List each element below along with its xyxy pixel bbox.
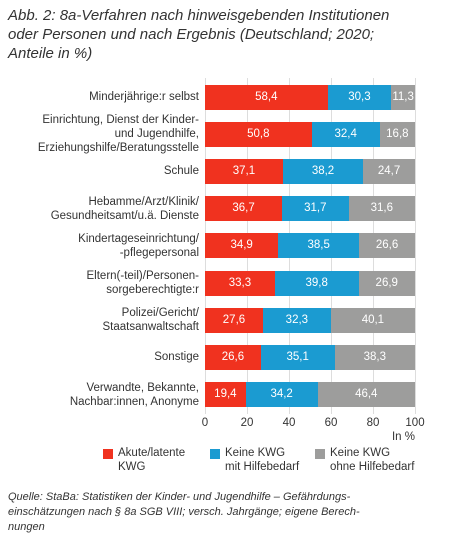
y-tick-label: Polizei/Gericht/ Staatsanwaltschaft [102, 307, 199, 334]
bar-segment [274, 270, 359, 296]
value-label: 50,8 [247, 127, 270, 140]
y-tick-label: Minderjährige:r selbst [89, 91, 199, 103]
value-label: 35,1 [286, 350, 309, 363]
bar-segment [278, 233, 360, 259]
value-label: 38,2 [311, 164, 335, 177]
value-label: 39,8 [305, 276, 328, 289]
bar-segment [282, 196, 349, 222]
y-tick-label: Hebamme/Arzt/Klinik/ Gesundheitsamt/u.ä.… [50, 195, 199, 222]
bar-segment [245, 382, 318, 408]
value-label: 34,9 [230, 239, 253, 252]
bar-segment [262, 307, 331, 333]
bar-segment [205, 270, 275, 296]
value-label: 32,4 [334, 127, 357, 140]
bar-segment [327, 84, 392, 110]
bar-segment [205, 233, 279, 259]
y-tick-label: Sonstige [154, 351, 199, 364]
legend-swatch [210, 449, 220, 459]
y-tick-label: Eltern(-teil)/Personen- sorgeberechtigte… [86, 270, 199, 296]
value-label: 31,6 [370, 202, 393, 215]
value-label: 40,1 [361, 313, 385, 326]
bar-segment [334, 344, 415, 370]
bar-segment [348, 196, 415, 222]
value-label: 24,7 [377, 164, 401, 177]
value-label: 36,7 [232, 202, 255, 215]
bar-segment [359, 233, 415, 259]
bar-segment [311, 121, 380, 147]
value-label: 26,6 [221, 350, 245, 363]
value-label: 58,4 [255, 90, 278, 103]
bar-segment [205, 121, 312, 147]
value-label: 46,4 [355, 388, 378, 401]
bar-segment [205, 158, 283, 184]
legend-swatch [315, 449, 325, 459]
x-axis-label: In % [391, 431, 415, 443]
source-note: Quelle: StaBa: Statistiken der Kinder- u… [8, 491, 360, 533]
bar-segment [205, 382, 246, 408]
value-label: 37,1 [232, 164, 256, 177]
value-label: 16,8 [386, 127, 409, 140]
value-label: 32,3 [285, 313, 309, 326]
x-tick-label: 80 [366, 417, 380, 429]
value-label: 38,5 [307, 239, 330, 252]
y-tick-label: Kindertageseinrichtung/ -pflegepersonal [78, 232, 199, 259]
bar-segment [330, 307, 415, 333]
bar-segment [317, 382, 415, 408]
x-tick-label: 20 [240, 417, 254, 429]
x-tick-label: 100 [405, 417, 425, 429]
legend-label: Akute/latente KWG [118, 447, 186, 473]
value-label: 33,3 [228, 276, 252, 289]
bar-segment [358, 270, 415, 296]
bar-segment [205, 84, 328, 110]
bar-segment [205, 307, 263, 333]
chart-title: Abb. 2: 8a-Verfahren nach hinweisgebende… [8, 7, 390, 62]
y-tick-label: Schule [163, 165, 199, 178]
bar-segment [363, 158, 415, 184]
bar-segment [260, 344, 335, 370]
legend-label: Keine KWG ohne Hilfebedarf [330, 447, 415, 473]
x-tick-label: 40 [282, 417, 296, 429]
bar-segment [379, 121, 415, 147]
x-tick-label: 0 [201, 417, 209, 429]
value-label: 11,3 [392, 90, 414, 103]
value-label: 26,9 [375, 276, 398, 289]
bar-segment [205, 196, 283, 222]
bar-segment [391, 84, 415, 110]
legend-label: Keine KWG mit Hilfebedarf [225, 447, 300, 473]
value-label: 38,3 [363, 350, 386, 363]
value-label: 31,7 [304, 202, 327, 215]
legend-swatch [103, 449, 113, 459]
value-label: 34,2 [270, 388, 293, 401]
grid-line [415, 78, 416, 414]
value-label: 27,6 [222, 313, 246, 326]
value-label: 26,6 [375, 239, 399, 252]
bar-segment [205, 344, 261, 370]
x-tick-label: 60 [324, 417, 338, 429]
value-label: 30,3 [348, 90, 371, 103]
value-label: 19,4 [214, 388, 237, 401]
y-tick-label: Verwandte, Bekannte, Nachbar:innen, Anon… [69, 381, 199, 408]
bar-segment [282, 158, 364, 184]
y-tick-label: Einrichtung, Dienst der Kinder- und Juge… [37, 114, 199, 155]
